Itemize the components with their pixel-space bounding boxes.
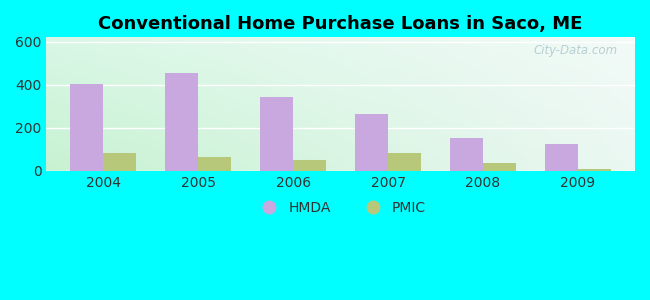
Bar bbox=[198, 157, 231, 171]
Title: Conventional Home Purchase Loans in Saco, ME: Conventional Home Purchase Loans in Saco… bbox=[98, 15, 583, 33]
Bar bbox=[260, 97, 293, 171]
Bar bbox=[70, 84, 103, 171]
Bar bbox=[103, 153, 136, 171]
Bar bbox=[545, 144, 578, 171]
Text: City-Data.com: City-Data.com bbox=[533, 44, 618, 57]
Bar bbox=[355, 114, 388, 171]
Bar bbox=[578, 169, 611, 171]
Bar bbox=[165, 73, 198, 171]
Bar bbox=[450, 137, 483, 171]
Bar bbox=[293, 160, 326, 171]
Bar bbox=[483, 163, 516, 171]
Bar bbox=[388, 153, 421, 171]
Legend: HMDA, PMIC: HMDA, PMIC bbox=[250, 195, 432, 220]
